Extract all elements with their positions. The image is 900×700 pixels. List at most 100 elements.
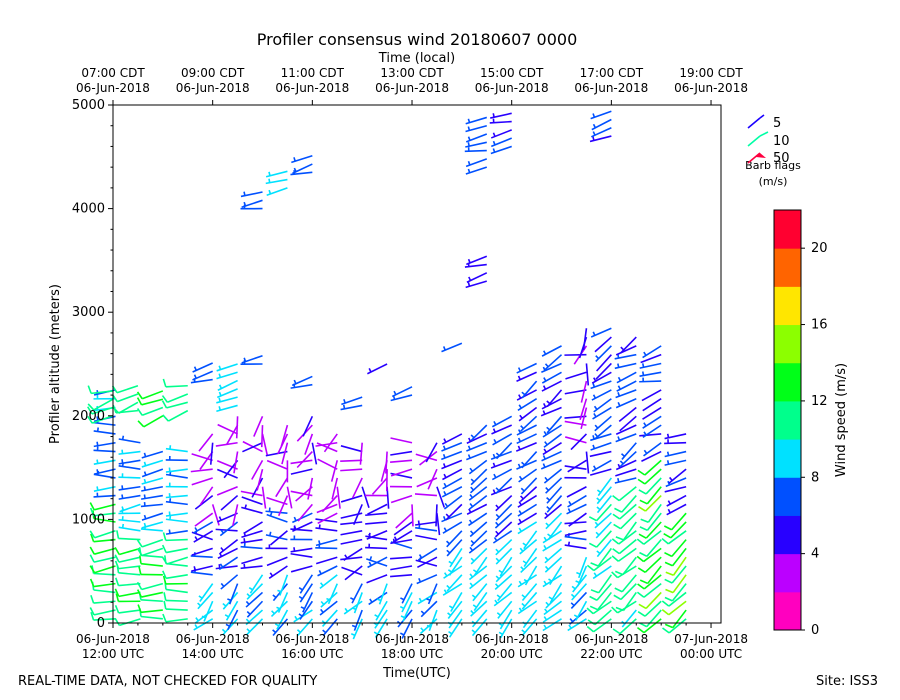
wind-barb: [290, 535, 313, 541]
wind-barb: [367, 556, 388, 569]
wind-barb: [161, 544, 188, 554]
barb-staff: [671, 583, 687, 602]
barb-half-tick: [517, 375, 521, 380]
barb-half-tick: [243, 538, 246, 543]
barb-staff: [443, 494, 463, 510]
barb-staff: [615, 433, 637, 443]
wind-barb: [392, 530, 413, 543]
wind-barb: [441, 441, 463, 452]
x-tick-time: 14:00 UTC: [182, 647, 244, 661]
plot-frame: [112, 104, 722, 624]
colorbar-segment: [774, 324, 801, 364]
barb-half-tick: [521, 629, 526, 634]
barb-half-tick: [596, 489, 602, 494]
wind-barb: [373, 618, 388, 638]
wind-barb: [441, 459, 463, 470]
barb-half-tick: [467, 126, 471, 131]
wind-barb: [472, 556, 488, 576]
wind-barb: [336, 486, 341, 509]
barb-half-tick: [472, 569, 478, 573]
barb-half-tick: [393, 390, 397, 396]
barb-half-tick: [319, 582, 324, 587]
barb-staff: [596, 486, 612, 505]
barb-half-tick: [351, 607, 357, 611]
colorbar-segment: [774, 210, 801, 249]
wind-barb: [595, 362, 612, 380]
barb-full-tick: [661, 537, 669, 545]
barb-staff: [116, 384, 139, 394]
barb-full-tick: [615, 536, 624, 541]
barb-half-tick: [596, 497, 601, 502]
barb-half-tick: [492, 148, 496, 153]
wind-barb: [518, 406, 538, 422]
barb-staff: [374, 618, 388, 638]
barb-half-tick: [545, 486, 550, 491]
wind-barb: [350, 583, 363, 604]
barb-full-tick: [87, 406, 93, 415]
barb-staff: [390, 494, 413, 504]
barb-staff: [544, 556, 563, 573]
barb-staff: [118, 565, 141, 570]
barb-full-tick: [640, 518, 649, 523]
barb-staff: [167, 393, 189, 403]
wind-barb: [641, 450, 662, 462]
wind-barb: [165, 455, 188, 462]
wind-barb: [637, 459, 662, 476]
barb-full-tick: [89, 546, 95, 555]
barb-staff: [330, 460, 339, 482]
wind-barb: [417, 547, 438, 561]
barb-half-tick: [492, 462, 496, 467]
barb-staff: [671, 539, 687, 557]
barb-staff: [390, 459, 413, 463]
wind-barb: [615, 433, 637, 443]
wind-barb: [276, 592, 289, 613]
wind-barb: [436, 486, 446, 508]
barb-half-tick: [326, 597, 331, 601]
barb-half-tick: [495, 487, 500, 492]
wind-barb: [495, 494, 513, 512]
barb-staff: [340, 494, 363, 503]
wind-barb: [582, 328, 588, 351]
barb-half-tick: [593, 377, 597, 382]
wind-barb: [390, 556, 413, 560]
wind-barb: [114, 605, 141, 614]
barb-staff: [417, 556, 438, 569]
barb-staff: [471, 609, 488, 628]
barb-half-tick: [469, 494, 474, 499]
wind-barb: [442, 521, 463, 534]
barb-staff: [615, 345, 637, 356]
barb-staff: [165, 574, 188, 580]
barb-staff: [368, 591, 388, 606]
x-tick-time: 22:00 UTC: [580, 647, 642, 661]
wind-barb: [564, 389, 587, 395]
wind-barb: [242, 442, 263, 453]
barb-staff: [93, 600, 116, 604]
wind-barb: [639, 377, 662, 383]
barb-half-tick: [272, 629, 277, 634]
barb-half-tick: [446, 549, 451, 554]
barb-staff: [546, 495, 563, 513]
barb-half-tick: [418, 597, 423, 603]
barb-staff: [190, 571, 213, 576]
barb-staff: [646, 539, 662, 557]
barb-staff: [299, 583, 314, 603]
wind-barb: [277, 574, 289, 596]
wind-barb: [642, 406, 662, 420]
barb-staff: [390, 437, 413, 444]
barb-staff: [642, 424, 662, 439]
barb-half-tick: [521, 461, 526, 466]
x-tick-date: 06-Jun-2018: [574, 632, 648, 646]
barb-staff: [165, 547, 188, 554]
barb-half-tick: [521, 391, 526, 396]
wind-barb: [265, 450, 288, 457]
wind-barb: [489, 118, 512, 124]
barb-staff: [645, 521, 662, 539]
wind-barb: [472, 591, 488, 611]
barb-half-tick: [495, 557, 500, 562]
barb-staff: [141, 521, 164, 529]
wind-barb: [137, 415, 164, 428]
wind-barb: [590, 110, 612, 120]
wind-barb: [241, 199, 263, 208]
barb-half-tick: [495, 548, 500, 553]
barb-staff: [290, 468, 313, 475]
